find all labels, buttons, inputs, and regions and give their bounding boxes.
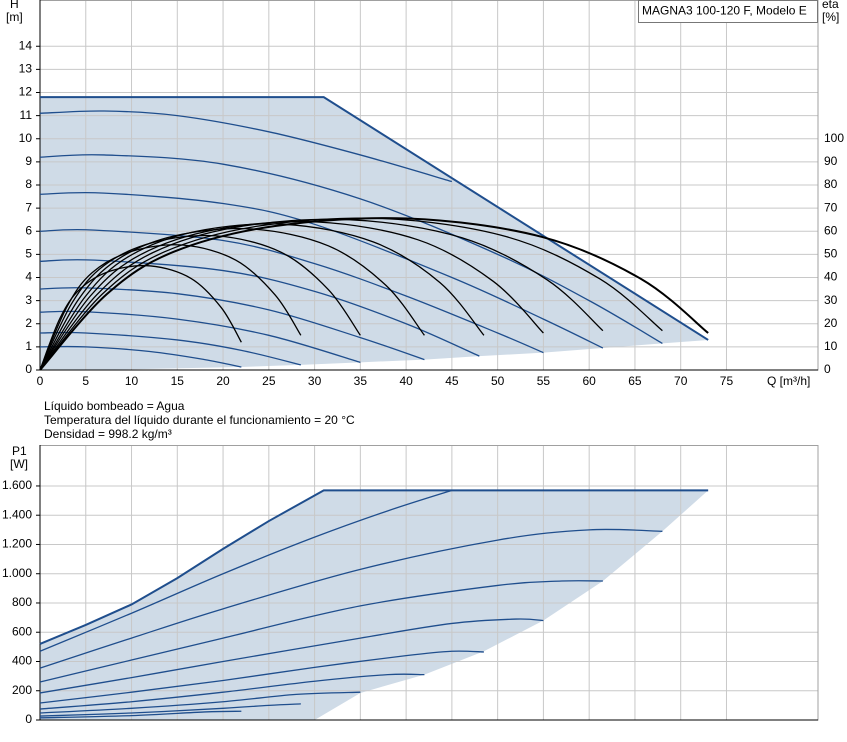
efficiency-curve xyxy=(39,264,242,371)
pump-curve xyxy=(40,96,709,341)
pump-curve xyxy=(39,691,361,714)
y2-unit: [%] xyxy=(822,10,839,24)
y-tick-label: 1.600 xyxy=(2,478,32,492)
y-tick-label: 10 xyxy=(19,131,33,145)
y2-tick-label: 90 xyxy=(824,154,838,168)
pump-curve xyxy=(39,618,544,694)
chart-title: MAGNA3 100-120 F, Modelo E xyxy=(642,4,807,18)
y2-tick-label: 60 xyxy=(824,223,838,237)
y-tick-label: 600 xyxy=(12,624,32,638)
pump-curve xyxy=(39,650,484,704)
y2-tick-label: 10 xyxy=(824,339,838,353)
pump-curve xyxy=(39,528,663,669)
y-tick-label: 1.400 xyxy=(2,507,32,521)
y2-tick-label: 0 xyxy=(824,362,831,376)
pump-curve xyxy=(39,673,425,710)
y2-tick-label: 70 xyxy=(824,200,838,214)
y-tick-label: 0 xyxy=(25,712,32,726)
legend-box xyxy=(638,0,818,23)
efficiency-curve xyxy=(39,244,302,371)
pump-curve xyxy=(39,228,544,354)
y-unit: [W] xyxy=(10,457,28,471)
x-tick-label: 45 xyxy=(445,374,459,388)
y-tick-label: 5 xyxy=(25,247,32,261)
x-tick-label: 55 xyxy=(537,374,551,388)
y2-tick-label: 100 xyxy=(824,131,844,145)
pump-curve xyxy=(39,287,425,361)
operating-area xyxy=(40,490,709,720)
x-tick-label: 15 xyxy=(171,374,185,388)
x-tick-label: 25 xyxy=(262,374,276,388)
x-tick-label: 0 xyxy=(37,374,44,388)
y-tick-label: 4 xyxy=(25,270,32,284)
y-unit: [m] xyxy=(6,10,23,24)
y-tick-label: 7 xyxy=(25,200,32,214)
x-tick-label: 30 xyxy=(308,374,322,388)
operating-area xyxy=(40,97,709,370)
y2-tick-label: 30 xyxy=(824,293,838,307)
pump-curve xyxy=(39,489,709,645)
pump-curve xyxy=(39,191,604,349)
pump-curve xyxy=(39,345,242,368)
pump-curve xyxy=(39,259,480,357)
y2-tick-label: 40 xyxy=(824,270,838,284)
y-tick-label: 400 xyxy=(12,654,32,668)
note: Líquido bombeado = Agua xyxy=(44,399,185,413)
y-tick-label: 3 xyxy=(25,293,32,307)
y-label: H xyxy=(10,0,19,11)
pump-curve xyxy=(39,580,603,683)
y-tick-label: 1.000 xyxy=(2,566,32,580)
x-tick-label: 75 xyxy=(720,374,734,388)
y-tick-label: 1.200 xyxy=(2,537,32,551)
efficiency-curve xyxy=(39,217,709,371)
y-tick-label: 13 xyxy=(19,62,33,76)
y-label: P1 xyxy=(12,444,27,458)
x-tick-label: 20 xyxy=(216,374,230,388)
pump-curve xyxy=(39,110,453,183)
x-label: Q [m³/h] xyxy=(767,374,810,388)
pump-curve xyxy=(39,703,301,717)
y-tick-label: 14 xyxy=(19,38,33,52)
x-tick-label: 50 xyxy=(491,374,505,388)
y-tick-label: 11 xyxy=(20,108,33,122)
y-tick-label: 0 xyxy=(25,362,32,376)
y-tick-label: 800 xyxy=(12,595,32,609)
pump-curve xyxy=(39,710,242,719)
note: Temperatura del líquido durante el funci… xyxy=(44,413,355,427)
y2-tick-label: 80 xyxy=(824,177,838,191)
efficiency-curve xyxy=(39,218,604,371)
y-tick-label: 8 xyxy=(25,177,32,191)
x-tick-label: 65 xyxy=(628,374,642,388)
x-tick-label: 10 xyxy=(125,374,139,388)
y-tick-label: 1 xyxy=(25,339,32,353)
x-tick-label: 5 xyxy=(82,374,89,388)
y-tick-label: 12 xyxy=(19,85,33,99)
y2-tick-label: 50 xyxy=(824,247,838,261)
y-tick-label: 200 xyxy=(12,683,32,697)
y-tick-label: 2 xyxy=(25,316,32,330)
y2-tick-label: 20 xyxy=(824,316,838,330)
note: Densidad = 998.2 kg/m³ xyxy=(44,427,172,441)
x-tick-label: 35 xyxy=(354,374,368,388)
x-tick-label: 70 xyxy=(674,374,688,388)
x-tick-label: 40 xyxy=(399,374,413,388)
y-tick-label: 6 xyxy=(25,223,32,237)
x-tick-label: 60 xyxy=(582,374,596,388)
y-tick-label: 9 xyxy=(25,154,32,168)
y2-label: eta xyxy=(822,0,839,11)
pump-curve xyxy=(39,154,663,344)
pump-curve xyxy=(39,489,453,652)
